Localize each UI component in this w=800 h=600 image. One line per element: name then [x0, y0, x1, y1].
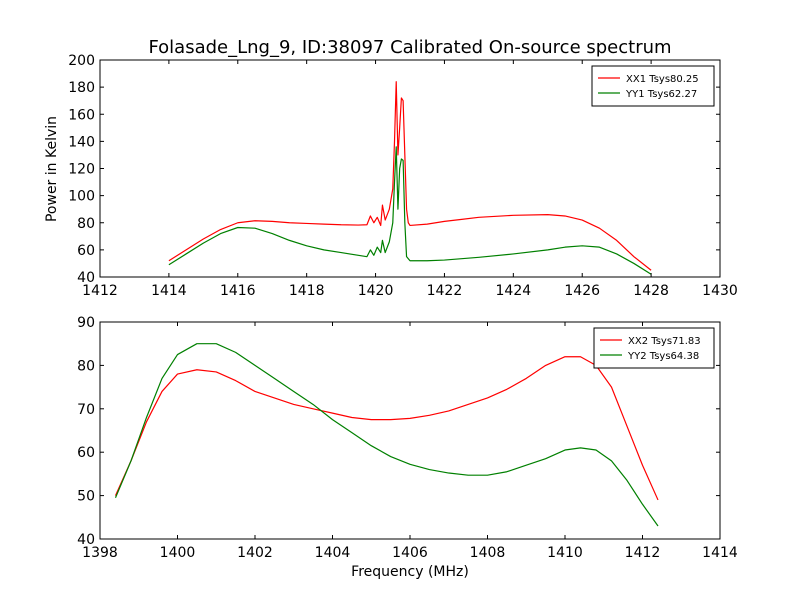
x-tick-label: 1402 [237, 545, 273, 561]
bottom-panel-plot: 1398 1400 1402 1404 1406 1408 1410 1412 1414 40 50… [77, 315, 738, 561]
x-tick-label: 1412 [82, 283, 118, 299]
x-tick-label: 1408 [470, 545, 506, 561]
series-line-xx2 [114, 356, 659, 501]
y-axis-label: Power in Kelvin [44, 116, 60, 222]
series-line-xx1 [168, 81, 652, 271]
x-tick-label: 1410 [547, 545, 583, 561]
y-tick-label: 40 [77, 532, 95, 548]
x-tick-label: 1426 [564, 283, 600, 299]
y-tick-label: 100 [68, 189, 95, 205]
legend-box [591, 65, 715, 107]
x-tick-label: 1414 [151, 283, 187, 299]
legend-label: YY1 Tsys62.27 [625, 89, 697, 100]
x-tick-label: 1430 [702, 283, 738, 299]
y-tick-label: 180 [68, 80, 95, 96]
y-tick-label: 140 [68, 134, 95, 150]
series-line-yy2 [114, 343, 659, 527]
y-tick-label: 160 [68, 107, 95, 123]
x-tick-label: 1406 [392, 545, 428, 561]
y-tick-label: 60 [77, 445, 95, 461]
x-tick-label: 1422 [427, 283, 463, 299]
x-tick-label: 1418 [289, 283, 325, 299]
y-tick-label: 40 [77, 270, 95, 286]
x-tick-label: 1404 [315, 545, 351, 561]
x-tick-label: 1400 [160, 545, 196, 561]
legend-label: YY2 Tsys64.38 [627, 351, 699, 362]
y-tick-label: 50 [77, 489, 95, 505]
y-tick-label: 80 [77, 216, 95, 232]
y-tick-label: 80 [77, 358, 95, 374]
x-axis-label: Frequency (MHz) [351, 564, 469, 580]
legend-box [593, 327, 715, 369]
y-tick-label: 70 [77, 402, 95, 418]
x-tick-label: 1424 [496, 283, 532, 299]
figure-title: Folasade_Lng_9, ID:38097 Calibrated On-s… [148, 37, 671, 58]
legend-label: XX1 Tsys80.25 [626, 74, 699, 85]
x-tick-label: 1420 [358, 283, 394, 299]
top-panel-plot: 1412 1414 1416 1418 1420 1422 1424 1426 1428 1430… [68, 53, 738, 299]
y-tick-label: 200 [68, 53, 95, 69]
x-tick-label: 1428 [633, 283, 669, 299]
legend-label: XX2 Tsys71.83 [628, 336, 701, 347]
y-tick-label: 60 [77, 243, 95, 259]
x-tick-label: 1416 [220, 283, 256, 299]
y-tick-label: 90 [77, 315, 95, 331]
y-tick-label: 120 [68, 162, 95, 178]
series-line-yy1 [168, 146, 652, 275]
x-tick-label: 1398 [82, 545, 118, 561]
x-tick-label: 1414 [702, 545, 738, 561]
x-tick-label: 1412 [625, 545, 661, 561]
